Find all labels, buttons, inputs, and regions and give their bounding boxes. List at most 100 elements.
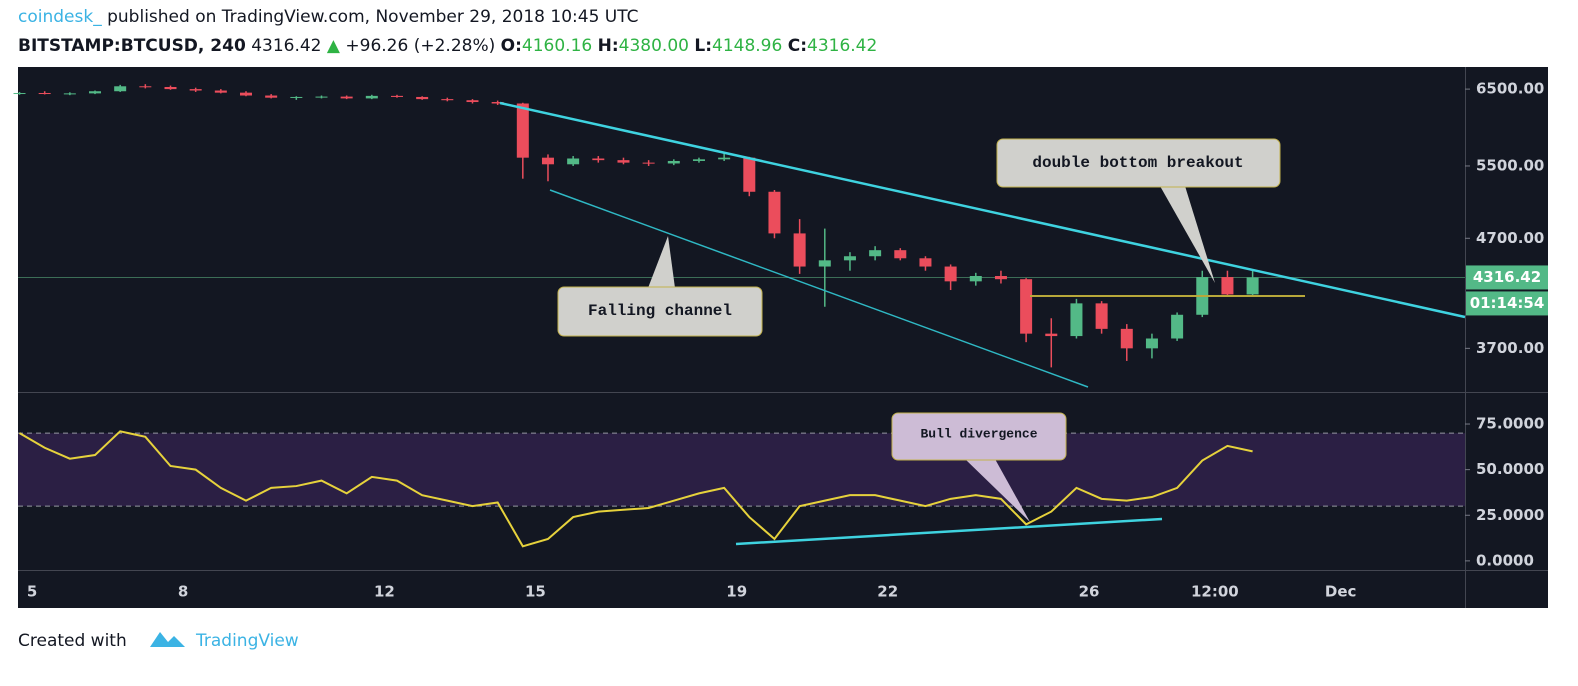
y-tick-label: 0.0000 [1476,551,1534,569]
c-label: C: [788,36,807,56]
x-tick-label: 12:00 [1191,583,1239,601]
x-tick-label: 8 [178,583,188,601]
rsi-line [19,430,1253,548]
last: 4316.42 [251,36,321,56]
x-tick-label: 15 [525,583,546,601]
candle-body [466,100,479,103]
countdown-tag [1466,291,1548,316]
candle-body [969,276,982,282]
candle-body [340,96,353,99]
candle-body [365,95,378,99]
callout-text: Bull divergence [920,426,1037,441]
x-tick-label: 12 [374,583,395,601]
candle-body [1120,328,1133,349]
candle-body [692,159,705,161]
o-label: O: [501,36,522,56]
y-tick-label: 75.0000 [1476,415,1544,433]
y-tick-label: 25.0000 [1476,506,1544,524]
candle-body [894,250,907,259]
callout-box [996,138,1281,188]
chart-background [18,67,1548,608]
countdown-label: 01:14:54 [1470,294,1545,312]
footer-brand: TradingView [195,631,299,651]
candle-body [1070,303,1083,337]
rsi-trend-line [735,517,1163,546]
symbol: BITSTAMP:BTCUSD, 240 [18,36,246,56]
candle-body [441,99,454,101]
candle-body [592,158,605,161]
candle-body [63,93,76,95]
logo [150,632,185,647]
candle-body [718,157,731,160]
candle-body [667,160,680,164]
candle-body [1145,338,1158,349]
y-tick-label: 6500.00 [1476,80,1544,98]
y-tick-label: 50.0000 [1476,460,1544,478]
author: coindesk_ [18,7,102,27]
x-tick-label: Dec [1325,583,1357,601]
l-value: 4148.96 [712,36,782,56]
callout-text: double bottom breakout [1032,154,1243,172]
price-tag-label: 4316.42 [1473,268,1541,286]
candle-body [114,86,127,92]
candle-body [843,256,856,261]
candle-body [239,92,252,96]
candle-body [768,191,781,234]
candle-body [89,91,102,94]
channel-line [549,189,1089,388]
candle-body [919,258,932,267]
y-tick-label: 4700.00 [1476,229,1544,247]
candle-body [13,93,26,95]
x-tick-label: 5 [27,583,37,601]
published: published on TradingView.com, November 2… [107,7,638,27]
candle-body [617,160,630,163]
candle-body [315,96,328,98]
o-value: 4160.16 [522,36,592,56]
candle-body [869,250,882,257]
candle-body [265,95,278,98]
footer-created: Created with [18,631,127,651]
price-tag [1466,265,1548,290]
candle-body [1095,303,1108,329]
candle-body [944,266,957,282]
up-arrow: ▲ [327,36,341,56]
candle-body [189,89,202,91]
candle-body [164,86,177,90]
candle-body [214,90,227,93]
callout-pointer [648,236,675,288]
candle-body [567,158,580,165]
candle-body [994,276,1007,280]
candle-body [1020,279,1033,334]
candle-body [390,95,403,97]
callout-box [557,286,763,337]
callout-text: Falling channel [588,302,732,320]
y-tick-label: 5500.00 [1476,156,1544,174]
y-tick-label: 3700.00 [1476,339,1544,357]
candle-body [793,233,806,267]
x-tick-label: 19 [726,583,747,601]
candle-body [1221,277,1234,295]
c-value: 4316.42 [807,36,877,56]
x-tick-label: 26 [1079,583,1100,601]
candle-body [642,162,655,164]
candle-body [541,157,554,165]
h-value: 4380.00 [619,36,689,56]
candle-body [491,102,504,104]
candle-body [743,157,756,192]
candle-body [38,93,51,95]
candle-body [1171,314,1184,339]
marks [13,84,1465,548]
trend-line [499,101,1466,319]
candle-body [1045,333,1058,337]
candle-body [818,260,831,267]
change: +96.26 (+2.28%) [345,36,495,56]
h-label: H: [598,36,619,56]
callout-pointer [1160,186,1215,283]
candle-body [139,86,152,88]
axes: 5 8 12 15 19 22 26 12:00 Dec 3700.00 4700.00 5500.0… [27,80,1548,601]
header-line-2: BITSTAMP:BTCUSD, 240 4316.42 ▲ +96.26 (+… [18,36,877,56]
callout-box [891,412,1067,461]
candle-body [290,96,303,98]
x-tick-label: 22 [877,583,898,601]
